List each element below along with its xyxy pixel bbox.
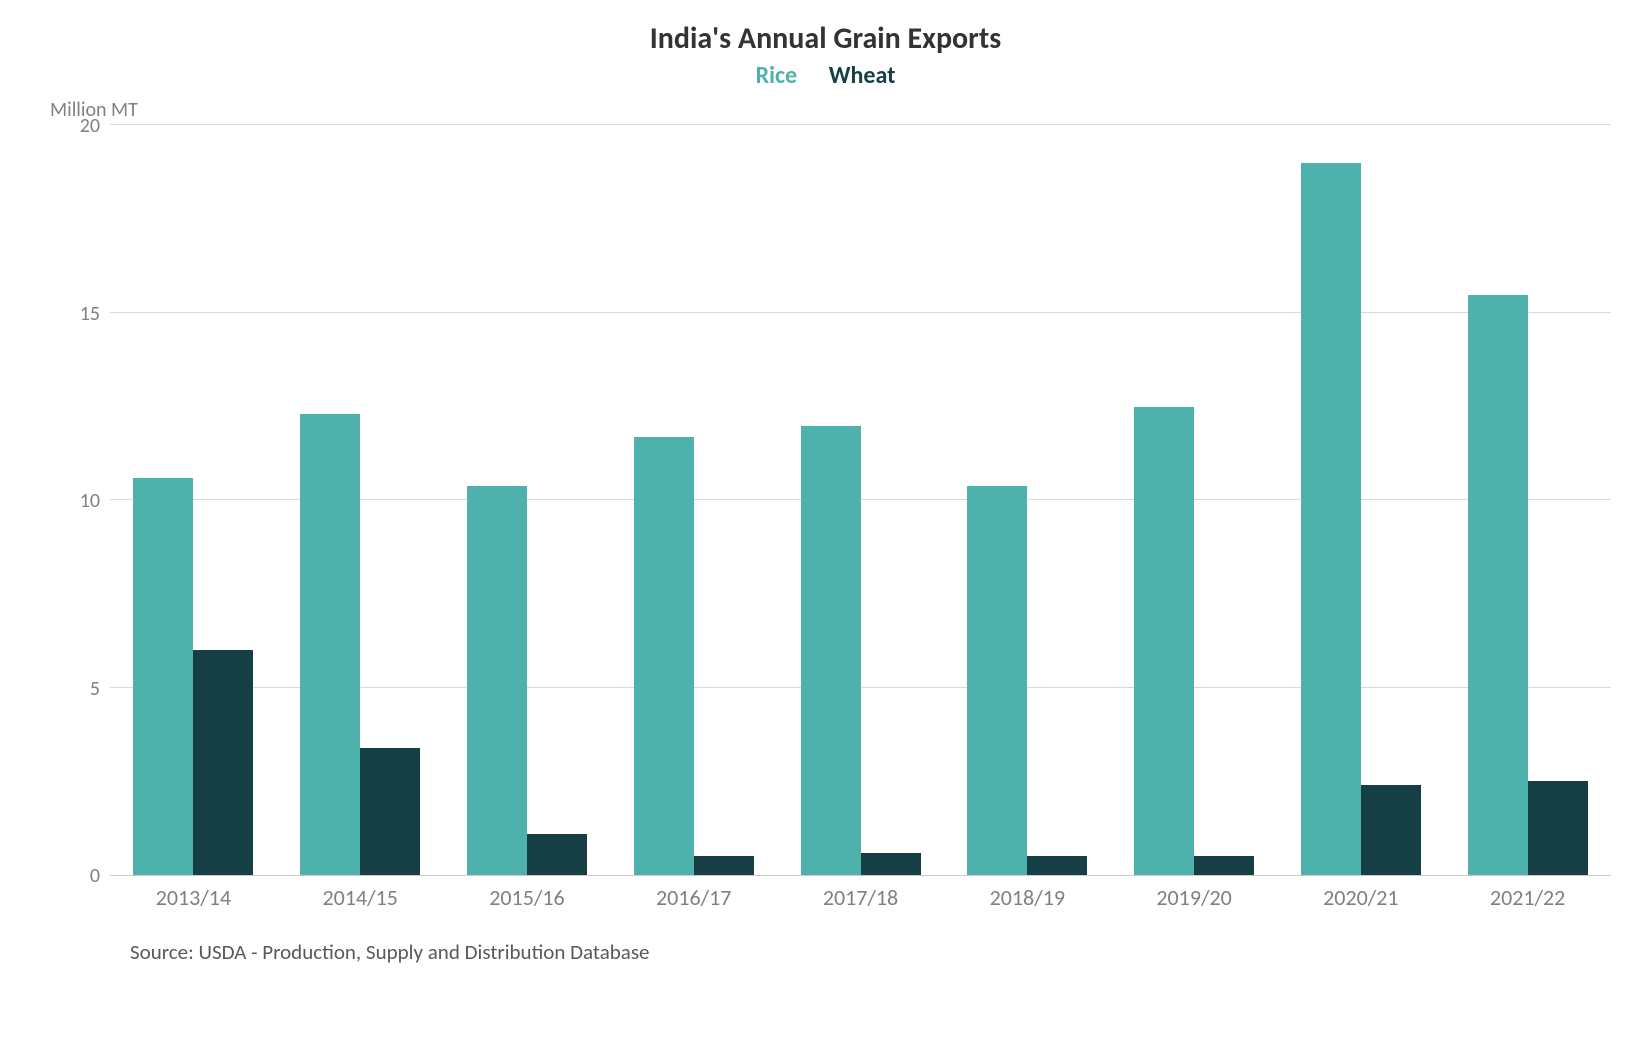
x-axis: 2013/142014/152015/162016/172017/182018/… — [110, 884, 1611, 911]
bar-rice — [634, 437, 694, 875]
plot-wrapper: 05101520 — [40, 126, 1611, 876]
legend: Rice Wheat — [40, 61, 1611, 90]
bar-wheat — [1361, 785, 1421, 875]
bar-wheat — [1528, 781, 1588, 875]
source-text: Source: USDA - Production, Supply and Di… — [130, 939, 1611, 965]
bar-rice — [300, 414, 360, 875]
x-tick-label: 2019/20 — [1111, 884, 1278, 911]
bar-wheat — [193, 650, 253, 875]
bar-rice — [133, 478, 193, 875]
bar-rice — [467, 486, 527, 875]
legend-item-wheat: Wheat — [829, 61, 896, 90]
bar-group — [1444, 126, 1611, 875]
bar-rice — [1134, 407, 1194, 875]
bar-wheat — [1194, 856, 1254, 875]
x-tick-label: 2017/18 — [777, 884, 944, 911]
chart-title: India's Annual Grain Exports — [40, 20, 1611, 57]
y-tick-label: 5 — [40, 677, 100, 701]
x-tick-label: 2020/21 — [1277, 884, 1444, 911]
bar-rice — [1301, 163, 1361, 875]
y-axis: 05101520 — [40, 126, 110, 876]
bar-group — [610, 126, 777, 875]
bars-layer — [110, 126, 1611, 875]
y-tick-label: 15 — [40, 302, 100, 326]
gridline — [110, 124, 1611, 125]
bar-group — [444, 126, 611, 875]
x-tick-label: 2016/17 — [610, 884, 777, 911]
plot-area — [110, 126, 1611, 876]
x-tick-label: 2021/22 — [1444, 884, 1611, 911]
bar-rice — [1468, 295, 1528, 875]
bar-group — [110, 126, 277, 875]
chart-container: India's Annual Grain Exports Rice Wheat … — [40, 20, 1611, 965]
x-tick-label: 2013/14 — [110, 884, 277, 911]
y-tick-label: 20 — [40, 114, 100, 138]
x-tick-label: 2014/15 — [277, 884, 444, 911]
legend-item-rice: Rice — [756, 61, 798, 90]
bar-wheat — [1027, 856, 1087, 875]
bar-group — [1277, 126, 1444, 875]
bar-wheat — [360, 748, 420, 875]
y-tick-label: 10 — [40, 489, 100, 513]
y-tick-label: 0 — [40, 864, 100, 888]
bar-group — [777, 126, 944, 875]
bar-wheat — [861, 853, 921, 875]
x-tick-label: 2015/16 — [444, 884, 611, 911]
bar-rice — [967, 486, 1027, 875]
bar-group — [944, 126, 1111, 875]
x-tick-label: 2018/19 — [944, 884, 1111, 911]
bar-rice — [801, 426, 861, 875]
bar-group — [277, 126, 444, 875]
y-axis-title: Million MT — [40, 98, 1611, 122]
bar-wheat — [694, 856, 754, 875]
bar-group — [1111, 126, 1278, 875]
bar-wheat — [527, 834, 587, 875]
